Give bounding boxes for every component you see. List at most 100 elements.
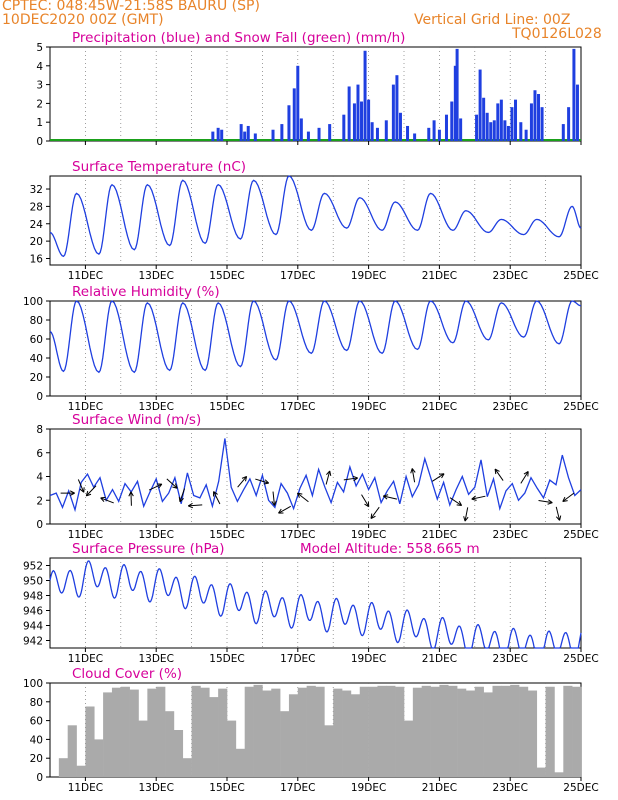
precip-bar [280, 124, 284, 141]
wind-arrow [370, 506, 380, 519]
wind-arrowhead [69, 490, 75, 496]
wind-arrowhead [156, 483, 163, 489]
x-tick-label: 19DEC [351, 529, 386, 541]
wind-arrowhead [562, 496, 568, 503]
y-tick-label: 80 [30, 697, 43, 709]
x-tick-label: 25DEC [563, 653, 598, 665]
precip-bar [239, 124, 243, 141]
wind-arrowhead [364, 501, 370, 508]
y-tick-label: 0 [36, 136, 43, 148]
cloud-bar [85, 706, 95, 777]
x-tick-label: 25DEC [563, 782, 598, 794]
y-tick-label: 60 [30, 334, 43, 346]
y-tick-label: 944 [23, 621, 43, 633]
x-tick-label: 21DEC [422, 529, 457, 541]
y-tick-label: 32 [30, 184, 43, 196]
wind-arrowhead [263, 479, 270, 485]
wind-arrow [562, 492, 575, 502]
wind-arrowhead [187, 502, 194, 509]
precip-bar [306, 131, 310, 141]
wind-arrow [520, 471, 529, 484]
x-tick-label: 25DEC [563, 270, 598, 282]
header-location: CPTEC: 048:45W-21:58S BAURU (SP) [2, 0, 260, 14]
series-line [49, 438, 582, 513]
wind-arrow [278, 505, 291, 514]
wind-arrow [255, 478, 269, 484]
cloud-bar [554, 772, 564, 777]
cloud-bar [111, 687, 122, 777]
wind-arrowhead [439, 473, 445, 479]
wind-arrow [179, 488, 185, 502]
y-tick-label: 20 [30, 372, 43, 384]
cloud-bar [457, 688, 467, 777]
x-tick-label: 23DEC [492, 653, 527, 665]
panel-0: 0 1 2 3 4 5 Precipitation (blue) and Snow Fall… [36, 30, 582, 148]
cloud-bar [67, 725, 77, 777]
wind-arrowhead [326, 470, 332, 476]
panel-title: Cloud Cover (%) [72, 666, 182, 682]
wind-arrowhead [494, 468, 500, 475]
wind-arrowhead [213, 491, 218, 497]
precip-bar [375, 127, 379, 141]
y-tick-label: 950 [23, 576, 43, 588]
precip-bar [243, 131, 247, 141]
precip-bar [363, 50, 367, 142]
cloud-bar [288, 694, 299, 777]
wind-arrow [85, 485, 97, 497]
precip-bar [450, 101, 454, 141]
x-tick-label: 17DEC [280, 529, 315, 541]
header-code: TQ0126L028 [512, 26, 602, 42]
cloud-bar [227, 720, 237, 777]
x-tick-label: 21DEC [422, 782, 457, 794]
precip-bar [406, 125, 410, 141]
y-tick-label: 5 [36, 42, 43, 54]
cloud-bar [324, 725, 334, 777]
y-tick-label: 1 [36, 117, 43, 129]
precip-bar [478, 69, 482, 141]
wind-arrow [383, 495, 398, 500]
cloud-bar [315, 686, 325, 777]
wind-arrow [188, 504, 203, 507]
x-tick-label: 19DEC [351, 401, 386, 413]
panel-frame [49, 428, 582, 525]
x-tick-label: 13DEC [138, 782, 173, 794]
panel-frame [49, 175, 582, 266]
precip-bar [503, 120, 507, 141]
y-tick-label: 4 [36, 472, 43, 484]
precip-bar [567, 107, 571, 141]
precip-bar [455, 48, 459, 141]
wind-arrowhead [547, 499, 553, 505]
cloud-bar [94, 739, 104, 777]
cloud-bar [563, 685, 573, 777]
precip-bar [510, 107, 514, 141]
precip-bar [524, 129, 528, 141]
cloud-bar [350, 694, 361, 777]
cloud-bar [280, 711, 290, 777]
precip-bar [485, 112, 489, 141]
header-date: 10DEC2020 00Z (GMT) [2, 12, 164, 28]
wind-arrow [148, 483, 163, 491]
panel-4: 942 944 946 948 950 952 11DEC 13DEC 15DEC 17DEC 19… [23, 541, 599, 665]
precip-bar [489, 122, 493, 141]
y-tick-label: 2 [36, 495, 43, 507]
y-tick-label: 60 [30, 716, 43, 728]
cloud-bar [519, 686, 529, 777]
x-tick-label: 11DEC [68, 270, 103, 282]
wind-arrow [325, 470, 331, 485]
precip-bar [391, 84, 395, 141]
y-tick-label: 20 [30, 753, 43, 765]
precip-bar [561, 124, 565, 141]
cloud-bar [147, 688, 157, 777]
cloud-bar [545, 686, 555, 777]
cloud-bar [465, 690, 476, 777]
cloud-bar [342, 690, 352, 777]
precip-bar [287, 105, 291, 141]
cloud-bar [306, 685, 316, 777]
cloud-bar [368, 686, 378, 777]
y-tick-label: 20 [30, 236, 43, 248]
x-tick-label: 23DEC [492, 529, 527, 541]
cloud-bar [271, 688, 281, 777]
cloud-bar [359, 686, 369, 777]
precip-bar [499, 99, 503, 141]
